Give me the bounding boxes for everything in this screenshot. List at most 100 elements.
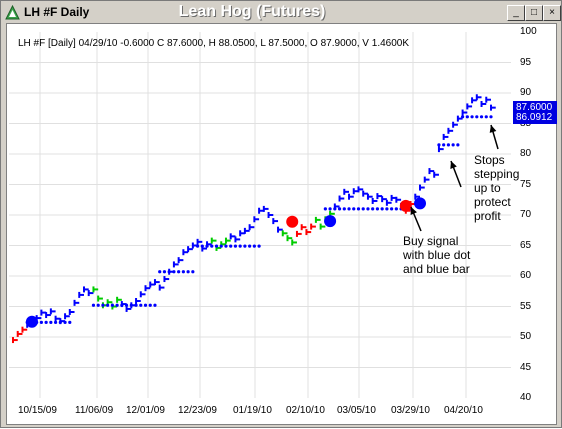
stop-dot bbox=[49, 320, 53, 324]
stops-line: protect bbox=[474, 195, 511, 209]
stop-dot bbox=[106, 303, 110, 307]
stop-dot bbox=[356, 207, 361, 211]
stop-dot bbox=[361, 207, 365, 211]
stops-line: profit bbox=[474, 209, 501, 223]
buy-signal-arrow-head bbox=[410, 207, 417, 215]
sell-signal-dot bbox=[286, 215, 299, 228]
y-tick-label: 65 bbox=[520, 239, 532, 251]
y-tick-label: 55 bbox=[520, 300, 532, 312]
buy-signal-line: Buy signal bbox=[403, 234, 459, 248]
stops-arrow-head bbox=[450, 161, 457, 169]
stop-dot bbox=[352, 207, 356, 211]
stop-dot bbox=[58, 320, 62, 324]
stops-arrow-head bbox=[489, 125, 497, 133]
stop-dot bbox=[437, 143, 441, 147]
stop-dot bbox=[129, 303, 133, 307]
stop-dot bbox=[333, 207, 337, 211]
y-tick-label: 50 bbox=[520, 331, 532, 342]
stop-dot bbox=[68, 320, 72, 324]
stop-dot bbox=[134, 303, 138, 307]
title-bar[interactable]: LH #F Daily Lean Hog (Futures) _ □ × bbox=[2, 2, 561, 23]
stop-dot bbox=[191, 270, 195, 274]
x-tick-label: 03/29/10 bbox=[391, 405, 430, 416]
stop-dot bbox=[465, 115, 469, 119]
plot-frame bbox=[6, 23, 557, 425]
x-tick-label: 01/19/10 bbox=[233, 405, 272, 416]
y-tick-label: 80 bbox=[520, 148, 532, 159]
app-icon bbox=[5, 5, 20, 20]
stop-dot bbox=[162, 270, 167, 274]
stop-dot bbox=[337, 207, 342, 211]
stop-dot bbox=[63, 320, 67, 324]
y-tick-label: 40 bbox=[520, 392, 532, 403]
stop-dot bbox=[442, 143, 446, 147]
stop-dot bbox=[475, 115, 479, 119]
stop-dot bbox=[153, 303, 157, 307]
stops-note: Stops stepping up to protect profit bbox=[474, 153, 519, 223]
stop-dot bbox=[139, 303, 143, 307]
stop-dot bbox=[205, 244, 209, 248]
x-tick-label: 12/01/09 bbox=[126, 405, 165, 416]
stop-dot bbox=[257, 244, 261, 248]
stop-dot bbox=[371, 207, 375, 211]
y-tick-label: 95 bbox=[520, 56, 532, 68]
stop-dot bbox=[120, 303, 124, 307]
maximize-button[interactable]: □ bbox=[525, 5, 543, 21]
stop-dot bbox=[252, 244, 256, 248]
buy-signal-dot bbox=[25, 315, 38, 328]
stop-dot bbox=[470, 115, 474, 119]
stop-dot bbox=[224, 244, 228, 248]
x-tick-label: 12/23/09 bbox=[178, 405, 217, 416]
stop-dot bbox=[323, 207, 327, 211]
stop-dot bbox=[451, 143, 455, 147]
stop-dot bbox=[158, 270, 162, 274]
y-tick-label: 100 bbox=[520, 26, 537, 37]
stop-dot bbox=[101, 303, 105, 307]
stop-dot bbox=[110, 303, 114, 307]
stop-dot bbox=[243, 244, 247, 248]
minimize-button[interactable]: _ bbox=[507, 5, 525, 21]
stop-dot bbox=[181, 270, 185, 274]
stop-dot bbox=[124, 303, 129, 307]
y-tick-label: 45 bbox=[520, 361, 532, 373]
stop-dot bbox=[143, 303, 148, 307]
stop-dot bbox=[219, 244, 223, 248]
stop-dot bbox=[347, 207, 351, 211]
stop-dot bbox=[394, 207, 398, 211]
sell-signal-dot bbox=[399, 199, 412, 212]
stop-dot bbox=[167, 270, 171, 274]
chart-title: Lean Hog (Futures) bbox=[178, 3, 326, 20]
stop-dot bbox=[385, 207, 389, 211]
stop-dot bbox=[172, 270, 176, 274]
stop-dot bbox=[233, 244, 238, 248]
stops-line: Stops bbox=[474, 153, 505, 167]
close-button[interactable]: × bbox=[543, 5, 561, 21]
y-tick-label: 70 bbox=[520, 209, 532, 220]
stop-dot bbox=[479, 115, 484, 119]
stop-dot bbox=[328, 207, 332, 211]
last-price-badge: 87.6000 bbox=[513, 101, 557, 114]
stop-dot bbox=[366, 207, 370, 211]
stop-dot bbox=[380, 207, 384, 211]
stop-dot bbox=[248, 244, 252, 248]
stop-dot bbox=[195, 244, 200, 248]
buy-signal-line: and blue bar bbox=[403, 262, 470, 276]
stop-dot bbox=[461, 115, 465, 119]
stop-dot bbox=[96, 303, 100, 307]
y-tick-label: 90 bbox=[520, 87, 532, 98]
x-tick-label: 03/05/10 bbox=[337, 405, 376, 416]
stop-dot bbox=[115, 303, 119, 307]
buy-signal-dot bbox=[414, 197, 427, 210]
stop-dot bbox=[238, 244, 242, 248]
stop-dot bbox=[214, 244, 219, 248]
stops-line: up to bbox=[474, 181, 501, 195]
x-tick-label: 11/06/09 bbox=[75, 405, 114, 416]
stop-dot bbox=[39, 320, 43, 324]
price-legend: LH #F [Daily] 04/29/10 -0.6000 C 87.6000… bbox=[18, 38, 410, 49]
buy-signal-line: with blue dot bbox=[403, 248, 471, 262]
app-title: LH #F Daily bbox=[24, 5, 90, 19]
stop-dot bbox=[91, 303, 96, 307]
stop-dot bbox=[186, 270, 190, 274]
